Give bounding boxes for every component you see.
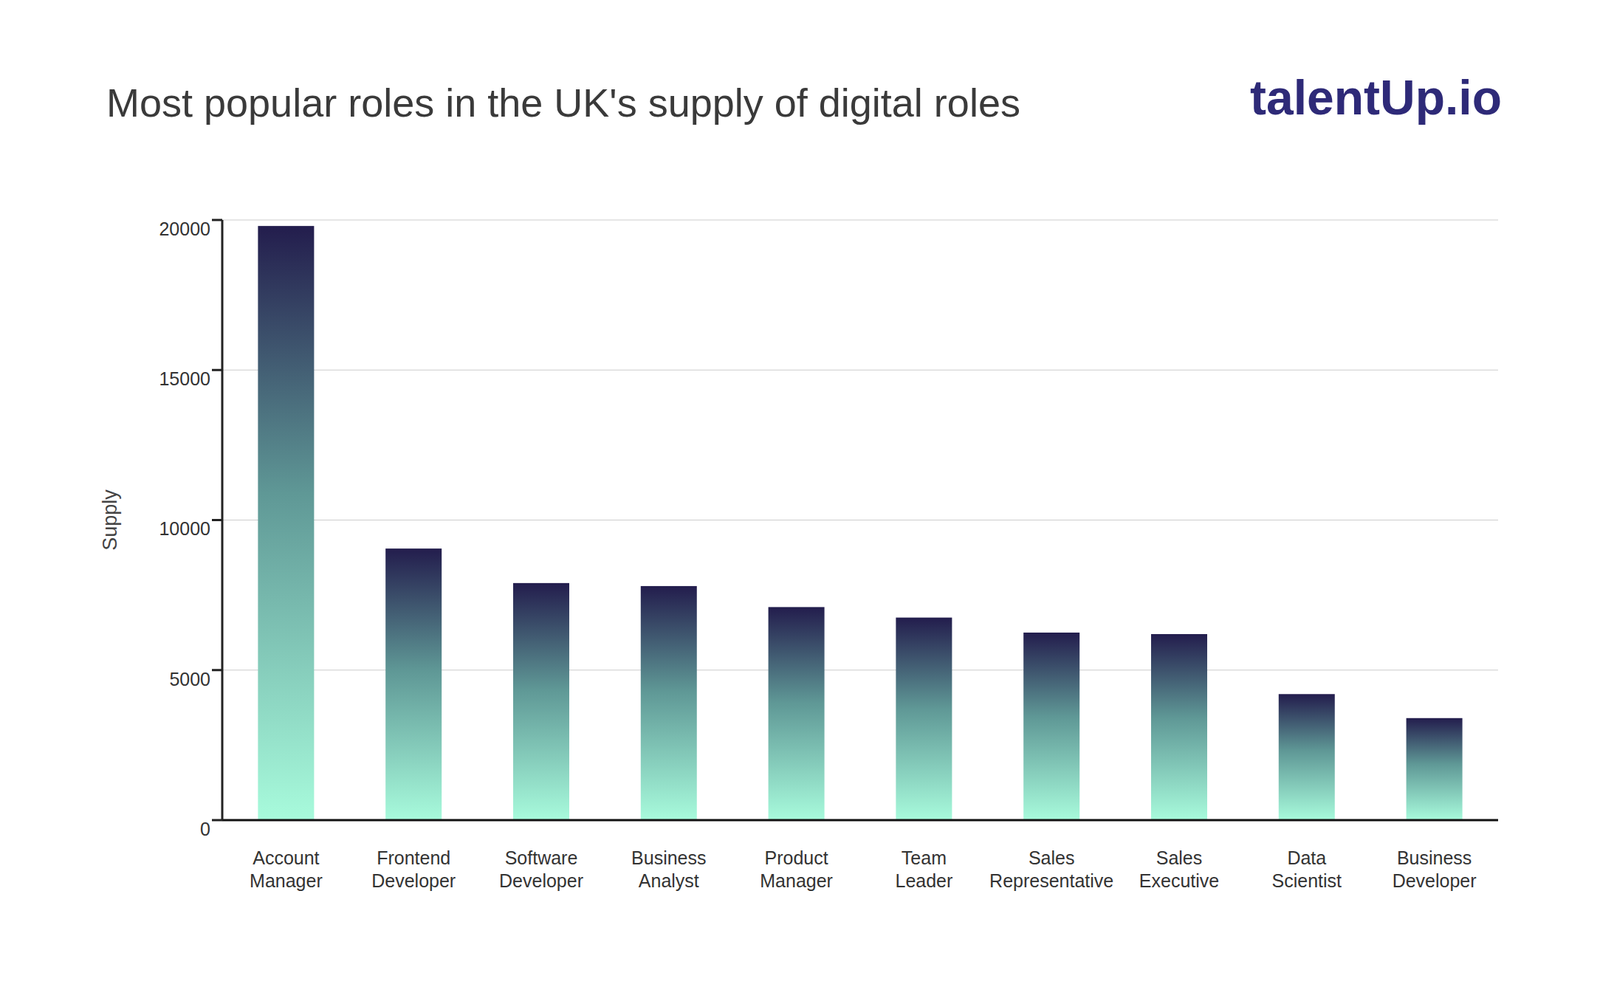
svg-text:BusinessAnalyst: BusinessAnalyst (631, 847, 706, 892)
svg-text:10000: 10000 (158, 518, 211, 539)
svg-text:Supply: Supply (98, 489, 122, 551)
html-text:talentUp.io: talentUp.io (1250, 70, 1502, 125)
svg-text:SalesRepresentative: SalesRepresentative (989, 847, 1114, 892)
svg-text:TeamLeader: TeamLeader (894, 847, 953, 892)
svg-text:SoftwareDeveloper: SoftwareDeveloper (499, 847, 584, 892)
svg-text:AccountManager: AccountManager (249, 847, 323, 892)
svg-text:BusinessDeveloper: BusinessDeveloper (1392, 847, 1477, 892)
svg-text:DataScientist: DataScientist (1272, 847, 1343, 892)
svg-text:SalesExecutive: SalesExecutive (1139, 847, 1220, 892)
html-text:Most popular roles in the UK's: Most popular roles in the UK's supply of… (106, 80, 1021, 125)
svg-text:ProductManager: ProductManager (759, 847, 833, 892)
svg-text:15000: 15000 (158, 368, 211, 390)
svg-text:0: 0 (200, 818, 211, 840)
svg-text:FrontendDeveloper: FrontendDeveloper (371, 847, 456, 892)
svg-text:5000: 5000 (169, 668, 211, 690)
svg-text:20000: 20000 (158, 218, 211, 240)
